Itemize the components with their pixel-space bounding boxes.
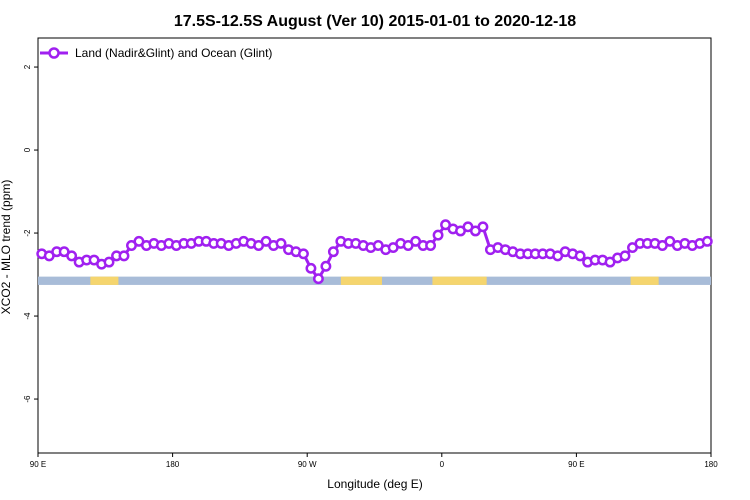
x-tick-label: 90 W xyxy=(298,460,317,469)
land-ocean-strip xyxy=(38,276,711,285)
data-point xyxy=(320,260,332,272)
land-band xyxy=(90,276,119,285)
data-point xyxy=(66,250,78,262)
x-tick-label: 180 xyxy=(704,460,718,469)
data-point xyxy=(305,262,317,274)
x-axis-label: Longitude (deg E) xyxy=(327,477,422,491)
y-tick-label: 2 xyxy=(23,64,32,69)
x-tick-label: 180 xyxy=(166,460,180,469)
y-axis-label: XCO2 - MLO trend (ppm) xyxy=(0,180,13,315)
data-point xyxy=(477,221,489,233)
data-point xyxy=(574,250,586,262)
data-point xyxy=(275,237,287,249)
land-band xyxy=(432,276,487,285)
y-tick-label: -6 xyxy=(23,395,32,403)
data-point xyxy=(298,248,309,260)
y-tick-label: 0 xyxy=(23,147,32,152)
data-point xyxy=(432,229,444,241)
y-tick-label: -4 xyxy=(23,312,32,320)
data-point xyxy=(118,250,130,262)
plot-frame xyxy=(37,37,712,454)
y-tick-label: -2 xyxy=(23,229,32,237)
legend-marker xyxy=(48,47,60,59)
data-point xyxy=(619,250,631,262)
x-axis-ticks: 90 E 180 90 W 0 90 E 180 xyxy=(30,453,718,469)
land-band xyxy=(630,276,659,285)
data-point xyxy=(425,240,437,251)
land-band xyxy=(340,276,382,285)
data-point xyxy=(701,235,713,247)
x-tick-label: 0 xyxy=(440,460,445,469)
y-axis-ticks: 2 0 -2 -4 -6 xyxy=(23,64,38,403)
x-tick-label: 90 E xyxy=(30,460,46,469)
x-tick-label: 90 E xyxy=(568,460,584,469)
series-layer xyxy=(36,219,713,285)
series-line xyxy=(41,222,708,282)
legend: Land (Nadir&Glint) and Ocean (Glint) xyxy=(40,46,272,60)
data-point xyxy=(312,273,324,285)
legend-label: Land (Nadir&Glint) and Ocean (Glint) xyxy=(75,46,272,60)
chart-title: 17.5S-12.5S August (Ver 10) 2015-01-01 t… xyxy=(174,13,576,30)
data-point xyxy=(103,256,115,268)
data-point xyxy=(327,246,339,258)
